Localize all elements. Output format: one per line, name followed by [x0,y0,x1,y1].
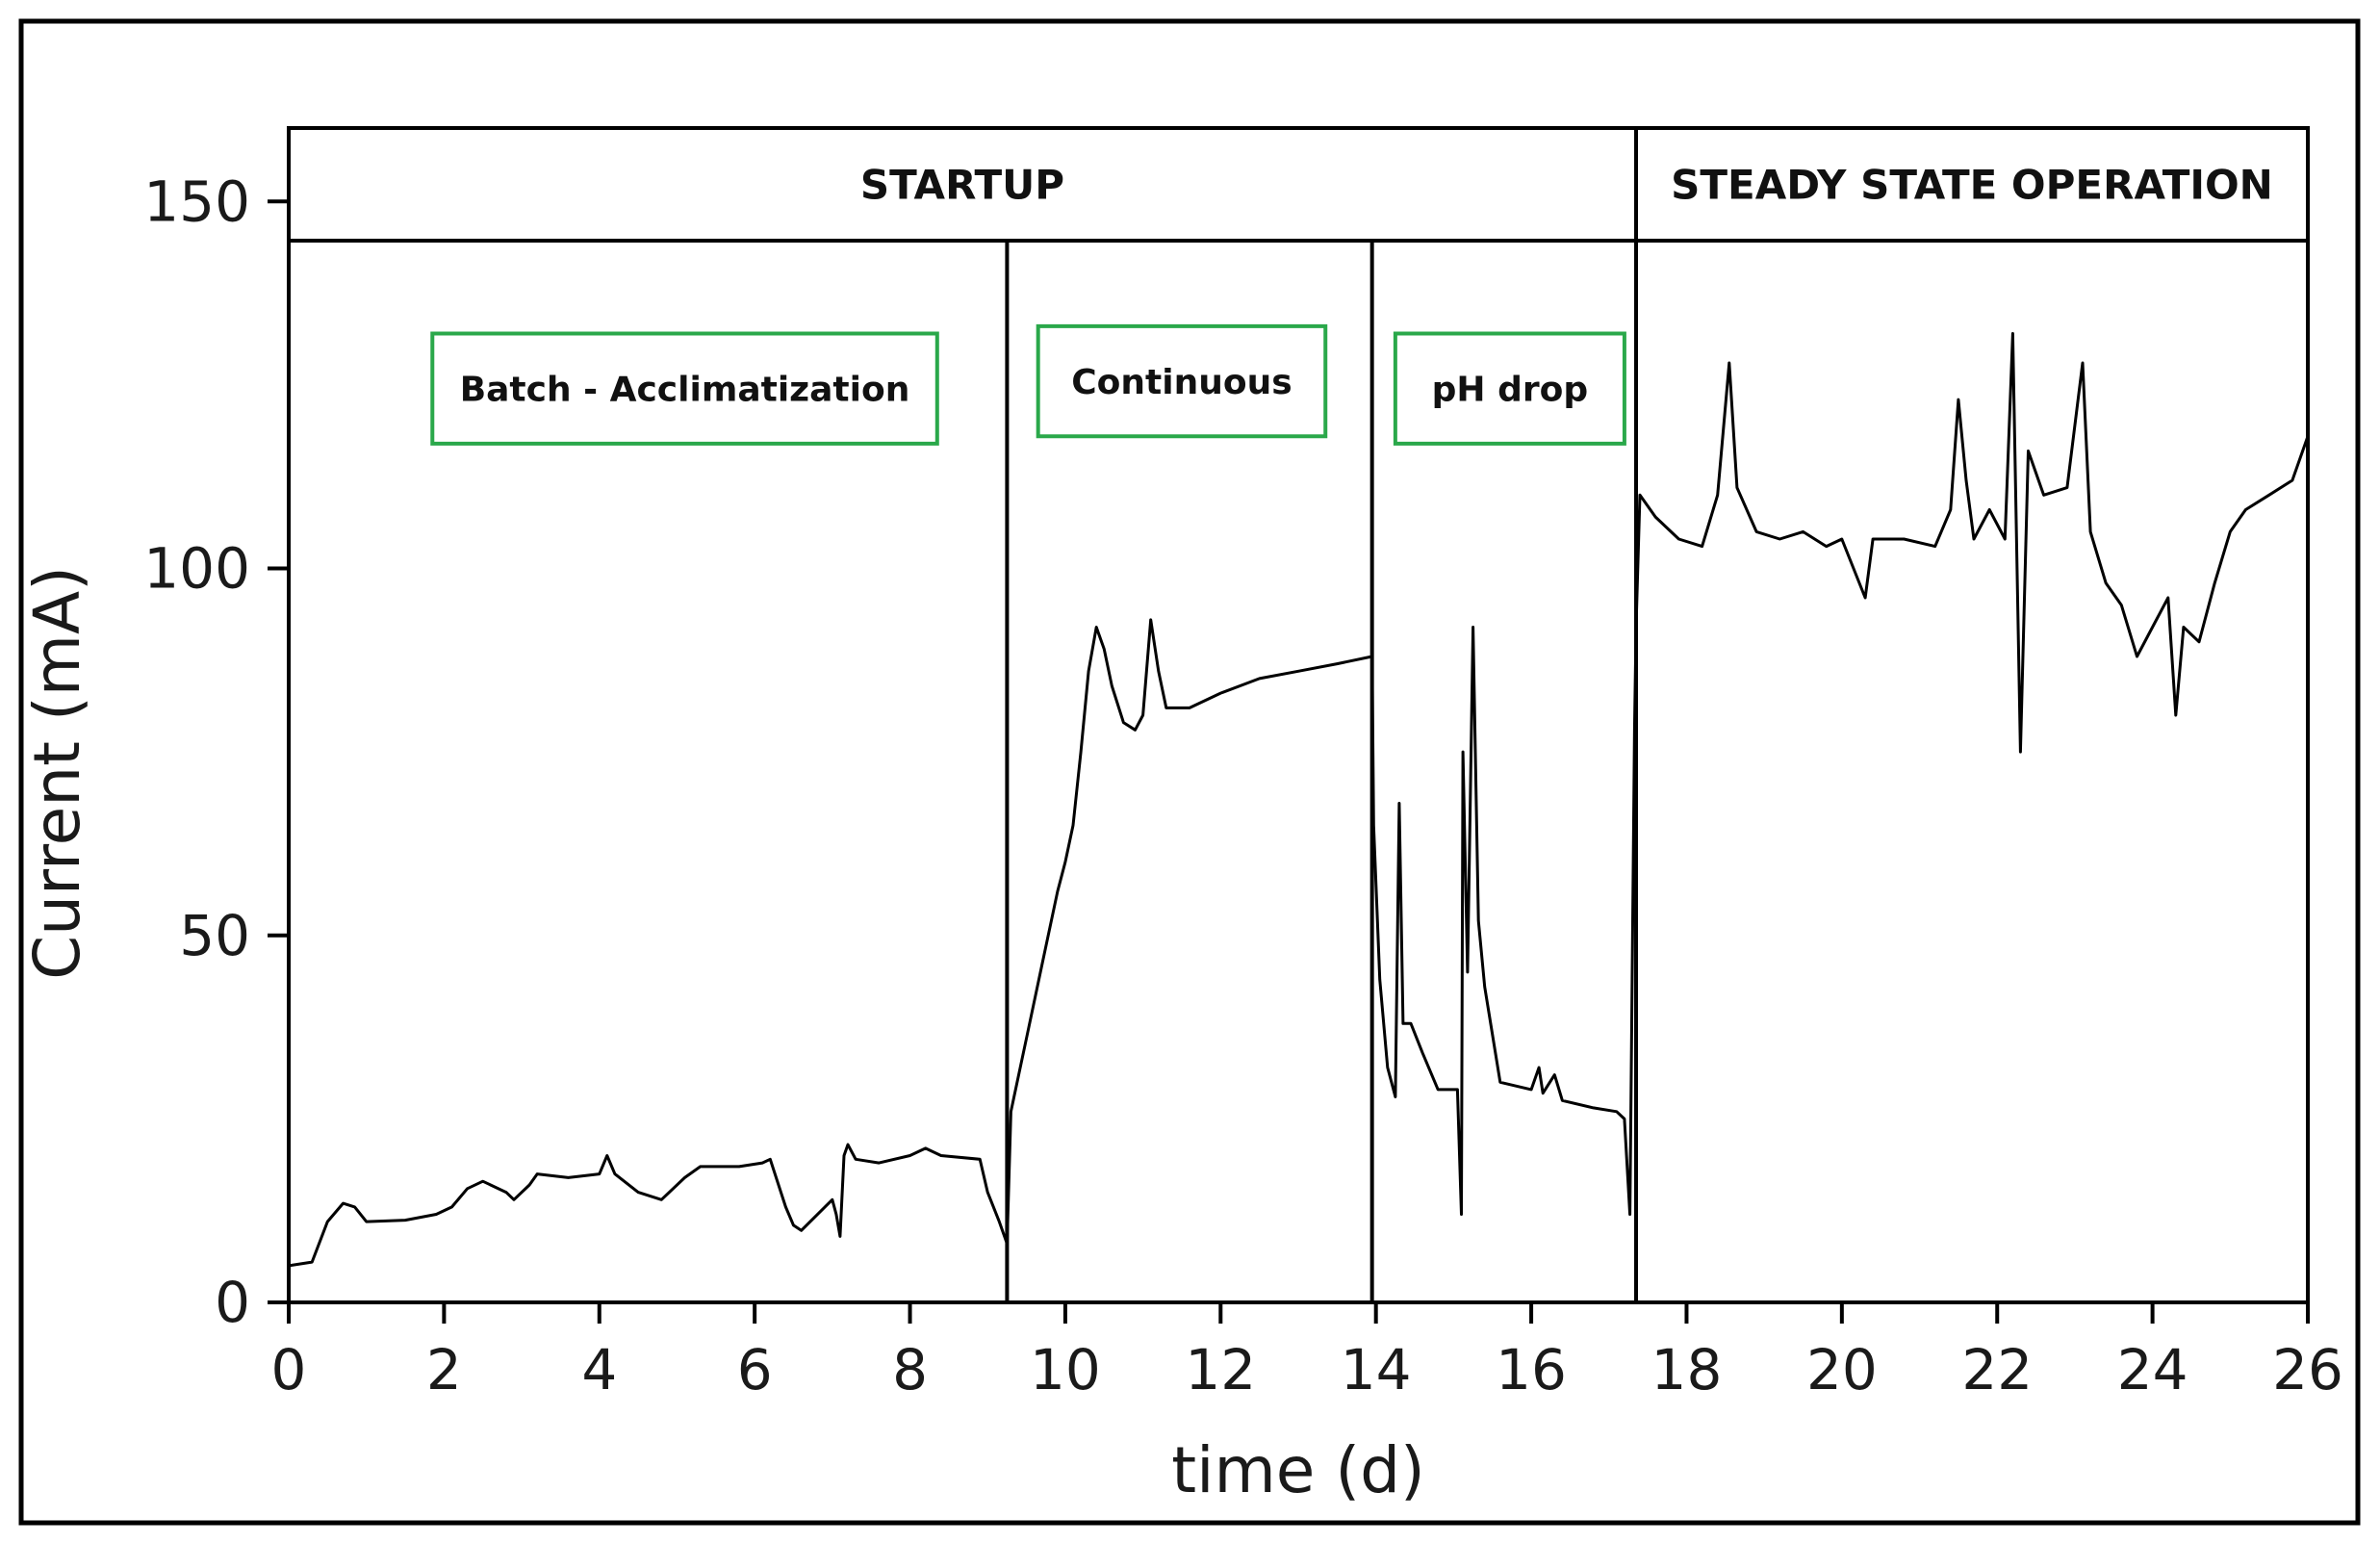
annotation-label: pH drop [1432,371,1588,410]
plot-area [287,126,2310,1304]
y-tick-label: 100 [143,536,250,602]
annotation-label: Batch - Acclimatization [460,371,910,410]
phase-annotations: Batch - Acclimatization Continuous pH drop [430,323,1626,446]
annotation-label: Continuous [1071,363,1292,402]
phase-bands: STARTUP STEADY STATE OPERATION [860,162,2273,209]
x-tick-label: 24 [2117,1337,2188,1402]
x-tick-label: 10 [1030,1337,1101,1402]
x-tick-label: 18 [1651,1337,1723,1402]
x-tick-label: 8 [892,1337,928,1402]
y-tick-label: 50 [179,903,250,968]
x-tick-label: 20 [1806,1337,1878,1402]
y-axis-title: Current (mA) [20,566,94,980]
phase-band-label: STARTUP [860,162,1064,209]
y-tick-label: 0 [215,1270,250,1335]
series-layer [288,332,2310,1268]
x-tick-label: 12 [1185,1337,1256,1402]
x-tick-label: 14 [1341,1337,1412,1402]
y-axis: 0 50 100 150 [143,168,289,1335]
x-axis: 0 2 4 6 8 10 12 14 16 18 20 22 24 26 [271,1302,2343,1402]
x-tick-label: 22 [1961,1337,2033,1402]
y-tick-label: 150 [143,168,250,234]
x-tick-label: 6 [737,1337,773,1402]
x-tick-label: 16 [1496,1337,1567,1402]
x-tick-label: 26 [2272,1337,2343,1402]
figure-frame [18,18,2361,1526]
current-series-line [288,332,2310,1268]
x-axis-title: time (d) [1171,1433,1424,1507]
annotation-box [430,331,939,446]
phase-dividers [1005,128,1639,1302]
x-tick-label: 4 [581,1337,617,1402]
x-tick-label: 2 [426,1337,462,1402]
annotation-box [1393,331,1626,446]
phase-band-label: STEADY STATE OPERATION [1671,162,2273,209]
annotation-box [1036,323,1328,439]
x-tick-label: 0 [271,1337,307,1402]
